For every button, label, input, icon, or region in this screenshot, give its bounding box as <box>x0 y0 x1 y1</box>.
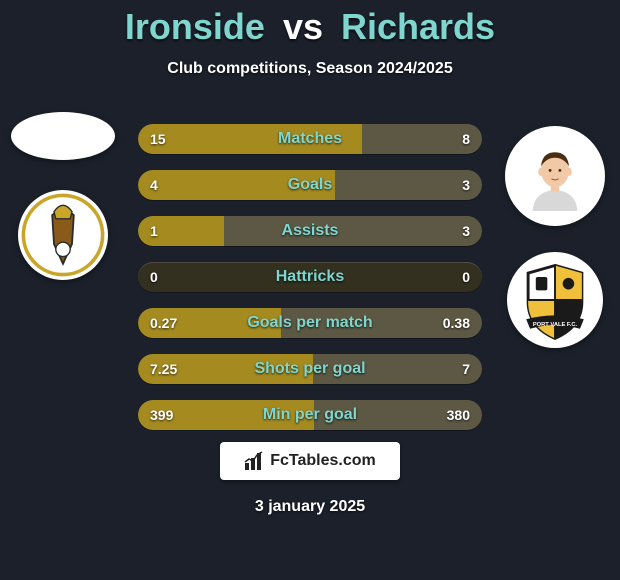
stat-row: 13Assists <box>138 216 482 246</box>
infographic-root: Ironside vs Richards Club competitions, … <box>0 0 620 580</box>
stat-value-left: 399 <box>138 400 185 430</box>
title-player1: Ironside <box>125 6 265 47</box>
title-player2: Richards <box>341 6 495 47</box>
crest-right-text: PORT VALE F.C. <box>533 322 578 328</box>
player2-portrait-icon <box>520 141 590 211</box>
stat-value-right: 0.38 <box>431 308 482 338</box>
stat-label: Hattricks <box>138 262 482 292</box>
player2-club-crest: PORT VALE F.C. <box>507 252 603 348</box>
stat-value-right: 0 <box>450 262 482 292</box>
stat-value-left: 0 <box>138 262 170 292</box>
page-title: Ironside vs Richards <box>0 0 620 48</box>
stat-value-left: 4 <box>138 170 170 200</box>
title-vs: vs <box>283 6 323 47</box>
brand-chart-icon <box>244 451 264 471</box>
right-side-column: PORT VALE F.C. <box>500 126 610 348</box>
player1-avatar <box>11 112 115 160</box>
crest-right-icon: PORT VALE F.C. <box>507 252 603 348</box>
stat-value-right: 3 <box>450 216 482 246</box>
stat-value-left: 15 <box>138 124 178 154</box>
stat-row: 0 0Hattricks <box>138 262 482 292</box>
brand-text: FcTables.com <box>270 452 376 470</box>
stats-container: 158Matches43Goals13Assists00Hattricks0.2… <box>138 124 482 446</box>
subtitle: Club competitions, Season 2024/2025 <box>0 60 620 78</box>
player1-silhouette-icon <box>27 119 100 153</box>
stat-value-right: 7 <box>450 354 482 384</box>
stat-value-left: 7.25 <box>138 354 189 384</box>
stat-value-left: 1 <box>138 216 170 246</box>
stat-value-right: 8 <box>450 124 482 154</box>
stat-value-left: 0.27 <box>138 308 189 338</box>
date-text: 3 january 2025 <box>0 498 620 516</box>
player2-avatar <box>505 126 605 226</box>
stat-row: 0.270.38Goals per match <box>138 308 482 338</box>
stat-row: 7.257Shots per goal <box>138 354 482 384</box>
stat-value-right: 380 <box>435 400 482 430</box>
stat-row: 43Goals <box>138 170 482 200</box>
left-side-column <box>8 112 118 280</box>
stat-row: 158Matches <box>138 124 482 154</box>
stat-bar-right <box>224 216 482 246</box>
player1-club-crest <box>18 190 108 280</box>
stat-row: 399380Min per goal <box>138 400 482 430</box>
stat-value-right: 3 <box>450 170 482 200</box>
brand-badge: FcTables.com <box>220 442 400 480</box>
crest-left-icon <box>18 190 108 280</box>
